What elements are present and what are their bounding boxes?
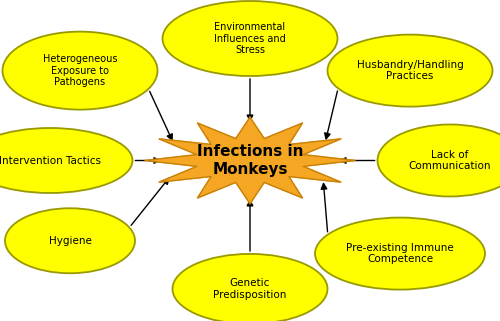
Ellipse shape <box>0 128 132 193</box>
Text: Pre-existing Immune
Competence: Pre-existing Immune Competence <box>346 243 454 265</box>
Ellipse shape <box>162 1 338 76</box>
Ellipse shape <box>172 254 328 321</box>
Polygon shape <box>145 117 355 204</box>
Text: Intervention Tactics: Intervention Tactics <box>0 155 101 166</box>
Text: Heterogeneous
Exposure to
Pathogens: Heterogeneous Exposure to Pathogens <box>43 54 117 87</box>
Text: Husbandry/Handling
Practices: Husbandry/Handling Practices <box>356 60 464 82</box>
Ellipse shape <box>2 32 158 109</box>
Text: Infections in
Monkeys: Infections in Monkeys <box>197 144 303 177</box>
Ellipse shape <box>328 35 492 107</box>
Text: Lack of
Communication: Lack of Communication <box>409 150 491 171</box>
Text: Hygiene: Hygiene <box>48 236 92 246</box>
Ellipse shape <box>5 208 135 273</box>
Ellipse shape <box>315 218 485 290</box>
Text: Genetic
Predisposition: Genetic Predisposition <box>214 278 286 300</box>
Ellipse shape <box>378 125 500 196</box>
Text: Environmental
Influences and
Stress: Environmental Influences and Stress <box>214 22 286 55</box>
